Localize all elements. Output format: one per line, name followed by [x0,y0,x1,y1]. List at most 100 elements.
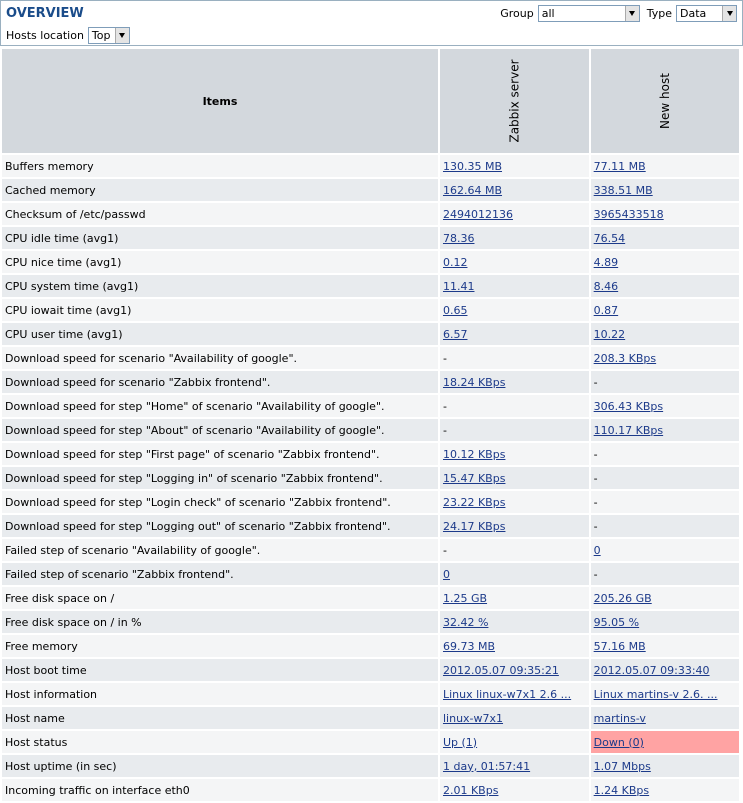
value-link[interactable]: 10.12 KBps [442,447,506,461]
value-link[interactable]: linux-w7x1 [442,711,504,725]
value-cell: 32.42 % [439,611,589,633]
value-link[interactable]: 1.24 KBps [593,783,650,797]
value-link[interactable]: 15.47 KBps [442,471,506,485]
value-cell: - [590,371,739,393]
value-link[interactable]: 77.11 MB [593,159,646,173]
value-cell: - [590,515,739,537]
value-link[interactable]: 130.35 MB [442,159,503,173]
value-link[interactable]: 205.26 GB [593,591,652,605]
item-name-cell: Download speed for step "Home" of scenar… [2,395,438,417]
value-link[interactable]: 208.3 KBps [593,351,657,365]
empty-value: - [442,351,447,365]
item-name-cell: CPU system time (avg1) [2,275,438,297]
empty-value: - [442,543,447,557]
chevron-down-icon[interactable] [114,28,129,43]
value-link[interactable]: 0 [593,543,601,557]
value-link[interactable]: 338.51 MB [593,183,653,197]
table-row: Download speed for step "Logging in" of … [2,467,739,489]
value-cell: 78.36 [439,227,589,249]
value-cell: 205.26 GB [590,587,739,609]
value-cell: - [439,419,589,441]
table-row: Host name linux-w7x1 martins-v [2,707,739,729]
empty-value: - [442,423,447,437]
value-link[interactable]: 32.42 % [442,615,489,629]
value-link[interactable]: 1 day, 01:57:41 [442,759,531,773]
value-cell: 69.73 MB [439,635,589,657]
value-cell: Down (0) [590,731,739,753]
value-link[interactable]: 4.89 [593,255,619,269]
value-cell: 1.24 KBps [590,779,739,801]
value-link[interactable]: 8.46 [593,279,619,293]
value-cell: 3965433518 [590,203,739,225]
item-name-cell: Host information [2,683,438,705]
value-link[interactable]: 306.43 KBps [593,399,664,413]
value-link[interactable]: 76.54 [593,231,626,245]
value-link[interactable]: 6.57 [442,327,468,341]
item-name-cell: Download speed for scenario "Availabilit… [2,347,438,369]
value-link[interactable]: 95.05 % [593,615,640,629]
table-row: CPU system time (avg1) 11.41 8.46 [2,275,739,297]
value-link[interactable]: Linux linux-w7x1 2.6 ... [442,687,572,701]
item-name-cell: Free memory [2,635,438,657]
table-row: Download speed for step "Home" of scenar… [2,395,739,417]
value-cell: 6.57 [439,323,589,345]
item-name-cell: Host uptime (in sec) [2,755,438,777]
value-link[interactable]: 2.01 KBps [442,783,499,797]
value-link[interactable]: Up (1) [442,735,478,749]
value-link[interactable]: 23.22 KBps [442,495,506,509]
value-link[interactable]: 11.41 [442,279,475,293]
table-row: Download speed for step "First page" of … [2,443,739,465]
empty-value: - [593,495,598,509]
value-link[interactable]: 0 [442,567,450,581]
group-select[interactable]: all [537,5,640,22]
empty-value: - [593,447,598,461]
value-cell: 0 [590,539,739,561]
empty-value: - [593,567,598,581]
item-name-cell: Incoming traffic on interface eth0 [2,779,438,801]
value-link[interactable]: 110.17 KBps [593,423,664,437]
value-link[interactable]: 57.16 MB [593,639,646,653]
value-link[interactable]: 18.24 KBps [442,375,506,389]
value-link[interactable]: 3965433518 [593,207,664,221]
value-link[interactable]: Down (0) [593,735,644,749]
value-link[interactable]: 162.64 MB [442,183,503,197]
value-cell: 0 [439,563,589,585]
type-select[interactable]: Data [676,5,737,22]
value-link[interactable]: 24.17 KBps [442,519,506,533]
value-link[interactable]: 1.25 GB [442,591,488,605]
item-name-cell: Free disk space on / [2,587,438,609]
table-row: Incoming traffic on interface eth0 2.01 K… [2,779,739,801]
value-cell: 0.12 [439,251,589,273]
host-name-header: New host [657,73,672,129]
value-link[interactable]: 0.87 [593,303,619,317]
value-link[interactable]: 78.36 [442,231,475,245]
value-cell: 15.47 KBps [439,467,589,489]
value-link[interactable]: 69.73 MB [442,639,496,653]
value-link[interactable]: 1.07 Mbps [593,759,651,773]
value-link[interactable]: 2012.05.07 09:33:40 [593,663,710,677]
table-row: Host information Linux linux-w7x1 2.6 ...… [2,683,739,705]
value-link[interactable]: 0.65 [442,303,468,317]
value-cell: linux-w7x1 [439,707,589,729]
value-cell: 208.3 KBps [590,347,739,369]
value-cell: 2494012136 [439,203,589,225]
value-link[interactable]: 2494012136 [442,207,513,221]
value-link[interactable]: 2012.05.07 09:35:21 [442,663,559,677]
table-row: Free disk space on / 1.25 GB 205.26 GB [2,587,739,609]
item-name-cell: Buffers memory [2,155,438,177]
hosts-location-select[interactable]: Top [87,27,130,44]
value-link[interactable]: 0.12 [442,255,468,269]
chevron-down-icon[interactable] [722,6,736,21]
value-link[interactable]: 10.22 [593,327,626,341]
value-cell: Linux linux-w7x1 2.6 ... [439,683,589,705]
value-cell: 2012.05.07 09:33:40 [590,659,739,681]
group-label: Group [500,7,534,20]
table-row: Host boot time 2012.05.07 09:35:21 2012.05… [2,659,739,681]
chevron-down-icon[interactable] [624,6,639,21]
value-cell: - [439,395,589,417]
empty-value: - [593,375,598,389]
item-name-cell: CPU idle time (avg1) [2,227,438,249]
value-link[interactable]: martins-v [593,711,646,725]
hosts-location: Hosts location Top [6,27,130,44]
value-link[interactable]: Linux martins-v 2.6. ... [593,687,718,701]
